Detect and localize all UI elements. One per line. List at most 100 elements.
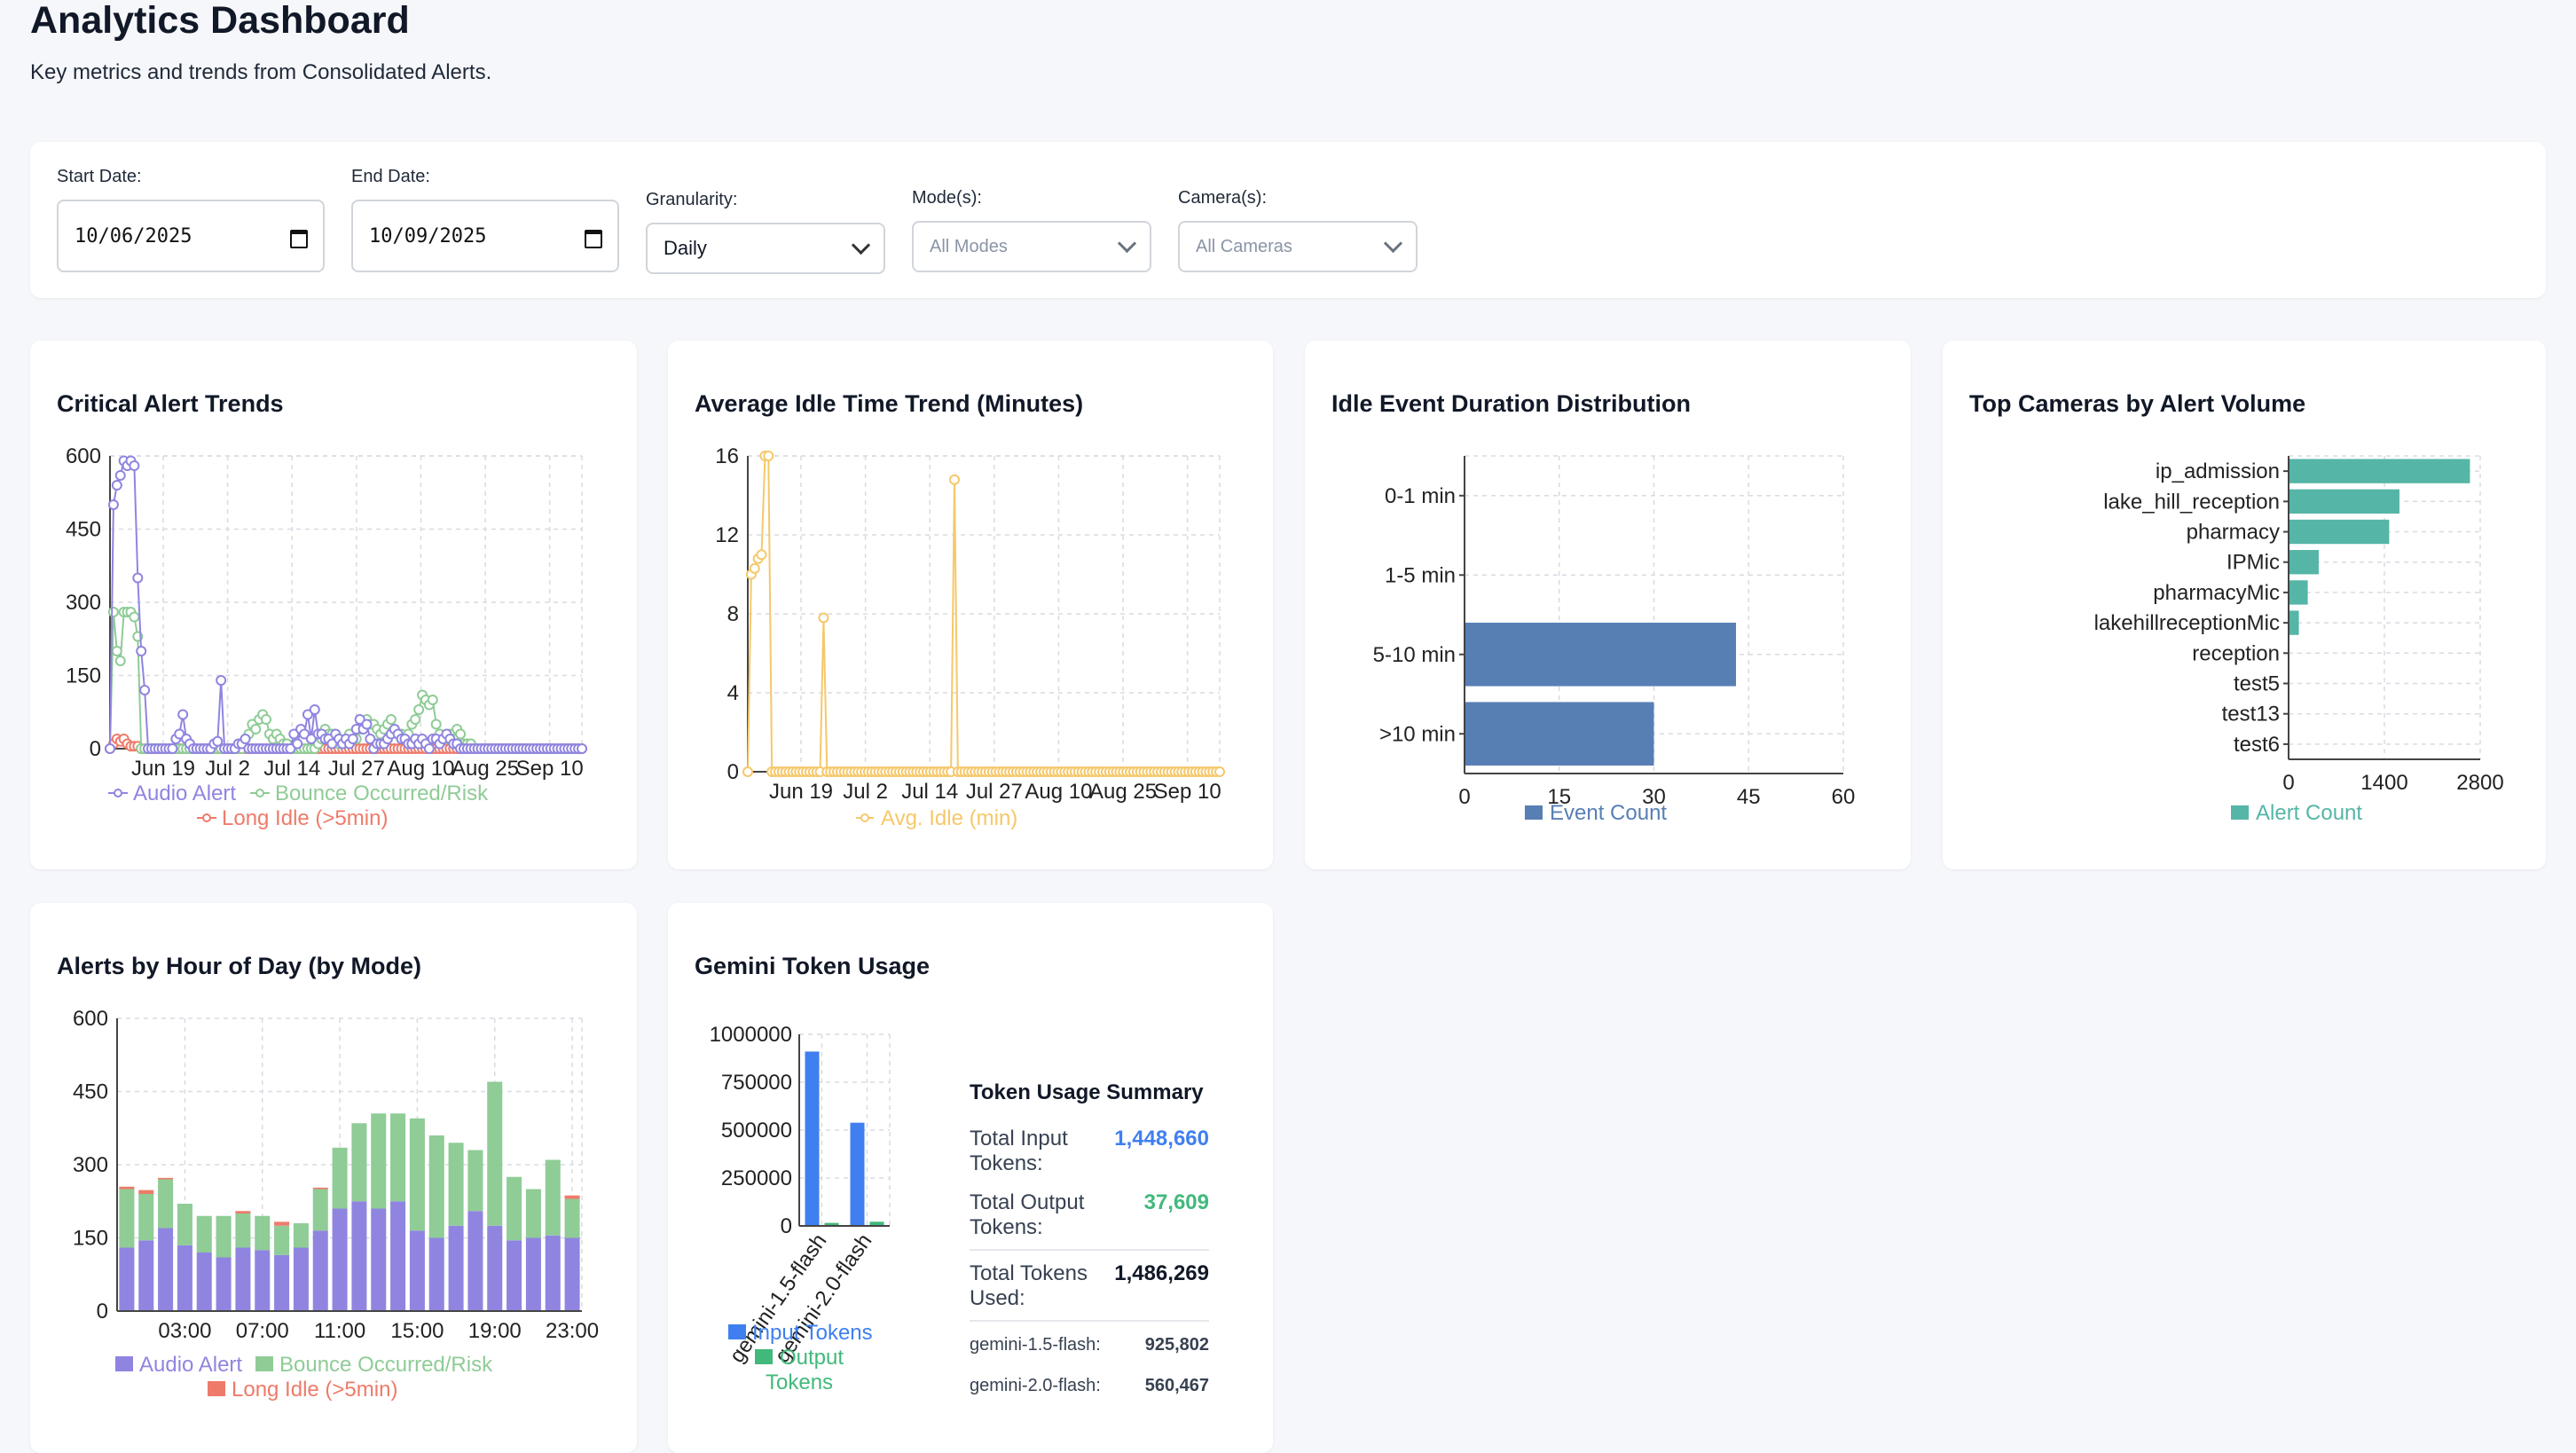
bar-segment bbox=[525, 1237, 541, 1311]
x-tick-label: Jul 14 bbox=[263, 757, 320, 781]
x-tick-label: 0 bbox=[2282, 771, 2294, 795]
x-tick-label: 1400 bbox=[2360, 771, 2407, 795]
bar bbox=[869, 1221, 884, 1226]
data-point bbox=[129, 611, 140, 623]
y-tick-label: 300 bbox=[73, 1153, 108, 1177]
bar-segment bbox=[507, 1176, 522, 1241]
duration-chart: 0 15 30 45 60 0-1 min 1-5 min 5-10 min >10 min Ev… bbox=[1373, 455, 1856, 825]
filter-panel: Start Date: 10/06/2025 End Date: 10/09/2… bbox=[30, 142, 2546, 298]
data-point bbox=[818, 612, 829, 624]
x-tick-label: 11:00 bbox=[314, 1319, 365, 1343]
data-point bbox=[132, 572, 144, 584]
bar-segment bbox=[158, 1179, 174, 1229]
data-point bbox=[756, 549, 767, 561]
bar-segment bbox=[564, 1198, 580, 1238]
bar-segment bbox=[312, 1187, 328, 1190]
y-tick-label: 500000 bbox=[721, 1119, 792, 1143]
bar-segment bbox=[274, 1221, 290, 1226]
data-point bbox=[240, 734, 251, 744]
x-tick-label: Jul 27 bbox=[328, 757, 385, 781]
x-tick-label: 15 bbox=[1547, 785, 1571, 809]
legend-swatch bbox=[114, 789, 122, 797]
calendar-icon[interactable] bbox=[289, 227, 308, 248]
bar-segment bbox=[177, 1204, 192, 1245]
cameras-select[interactable]: All Cameras bbox=[1178, 221, 1418, 272]
x-tick-label: Jun 19 bbox=[769, 780, 833, 804]
modes-value: All Modes bbox=[930, 236, 1008, 256]
y-tick-label: test6 bbox=[2234, 733, 2280, 757]
bar bbox=[2289, 610, 2299, 635]
calendar-icon[interactable] bbox=[584, 227, 602, 248]
data-point bbox=[749, 562, 760, 574]
bar-segment bbox=[409, 1230, 425, 1311]
data-point bbox=[139, 685, 151, 695]
bar-segment bbox=[255, 1250, 271, 1311]
bar bbox=[2289, 459, 2470, 483]
data-point bbox=[111, 480, 122, 491]
modes-label: Mode(s): bbox=[912, 188, 982, 208]
bar-segment bbox=[351, 1201, 367, 1311]
legend-swatch bbox=[1525, 805, 1543, 820]
data-point bbox=[305, 734, 317, 744]
bar-segment bbox=[312, 1230, 328, 1311]
bar-segment bbox=[409, 1118, 425, 1231]
data-point bbox=[385, 714, 397, 725]
model-2-value: 560,467 bbox=[1144, 1376, 1209, 1395]
bar-segment bbox=[138, 1240, 154, 1311]
x-tick-label: 60 bbox=[1832, 785, 1856, 809]
data-point bbox=[250, 724, 262, 734]
x-tick-label: Aug 25 bbox=[452, 757, 519, 781]
data-point bbox=[261, 714, 272, 725]
bar-segment bbox=[138, 1190, 154, 1194]
bar-segment bbox=[293, 1247, 309, 1311]
token-chart: 02500005000007500001000000gemini-1.5-fla… bbox=[710, 1023, 891, 1394]
bar-segment bbox=[545, 1159, 561, 1236]
legend-label: Audio Alert bbox=[133, 781, 236, 805]
legend-label: Input Tokens bbox=[752, 1321, 873, 1345]
x-tick-label: 03:00 bbox=[158, 1319, 211, 1343]
data-point bbox=[107, 499, 119, 510]
y-tick-label: >10 min bbox=[1379, 722, 1456, 746]
bar bbox=[2289, 519, 2390, 545]
modes-select[interactable]: All Modes bbox=[912, 221, 1151, 272]
legend-label: Event Count bbox=[1550, 801, 1667, 825]
x-tick-label: 23:00 bbox=[546, 1319, 599, 1343]
start-date-input[interactable]: 10/06/2025 bbox=[57, 200, 325, 272]
card-title: Alerts by Hour of Day (by Mode) bbox=[57, 953, 422, 979]
cameras-chart: 0 1400 2800 ip_admission lake_hill_reception… bbox=[2094, 455, 2504, 825]
end-date-label: End Date: bbox=[351, 167, 430, 186]
y-tick-label: 300 bbox=[66, 591, 101, 615]
legend-label: Alert Count bbox=[2256, 801, 2362, 825]
data-point bbox=[114, 470, 126, 481]
bar-segment bbox=[390, 1113, 406, 1202]
bar-segment bbox=[216, 1215, 232, 1258]
card-title: Gemini Token Usage bbox=[695, 953, 931, 979]
y-tick-label: lake_hill_reception bbox=[2103, 490, 2280, 514]
legend-swatch bbox=[255, 1356, 273, 1371]
start-date-value: 10/06/2025 bbox=[75, 224, 192, 247]
x-tick-label: 30 bbox=[1642, 785, 1666, 809]
series-line bbox=[109, 459, 582, 751]
granularity-select[interactable]: Daily bbox=[646, 223, 885, 274]
bar-segment bbox=[332, 1208, 348, 1311]
total-output-value: 37,609 bbox=[1143, 1190, 1209, 1214]
x-tick-label: 45 bbox=[1737, 785, 1761, 809]
x-tick-label: Jul 2 bbox=[843, 780, 888, 804]
hourly-chart: 0 150 300 450 600 03:00 07:00 11:00 15:00 19:00 23… bbox=[73, 1007, 599, 1402]
x-tick-label: 2800 bbox=[2456, 771, 2503, 795]
x-tick-label: Jul 14 bbox=[901, 780, 958, 804]
bar-segment bbox=[119, 1189, 135, 1248]
y-tick-label: 12 bbox=[715, 523, 739, 547]
chevron-down-icon bbox=[1383, 233, 1403, 253]
end-date-input[interactable]: 10/09/2025 bbox=[351, 200, 619, 272]
x-tick-label: Jul 27 bbox=[966, 780, 1023, 804]
model-1-row: gemini-1.5-flash: 925,802 bbox=[970, 1332, 1209, 1357]
model-1-value: 925,802 bbox=[1144, 1335, 1209, 1355]
bar bbox=[2289, 550, 2319, 575]
bar-segment bbox=[274, 1254, 290, 1311]
bar-segment bbox=[428, 1135, 444, 1238]
granularity-filter: Granularity: Daily bbox=[646, 190, 885, 274]
bar-segment bbox=[216, 1257, 232, 1311]
token-summary: Token Usage Summary Total Input Tokens: … bbox=[970, 1080, 1209, 1398]
bar-segment bbox=[158, 1228, 174, 1311]
